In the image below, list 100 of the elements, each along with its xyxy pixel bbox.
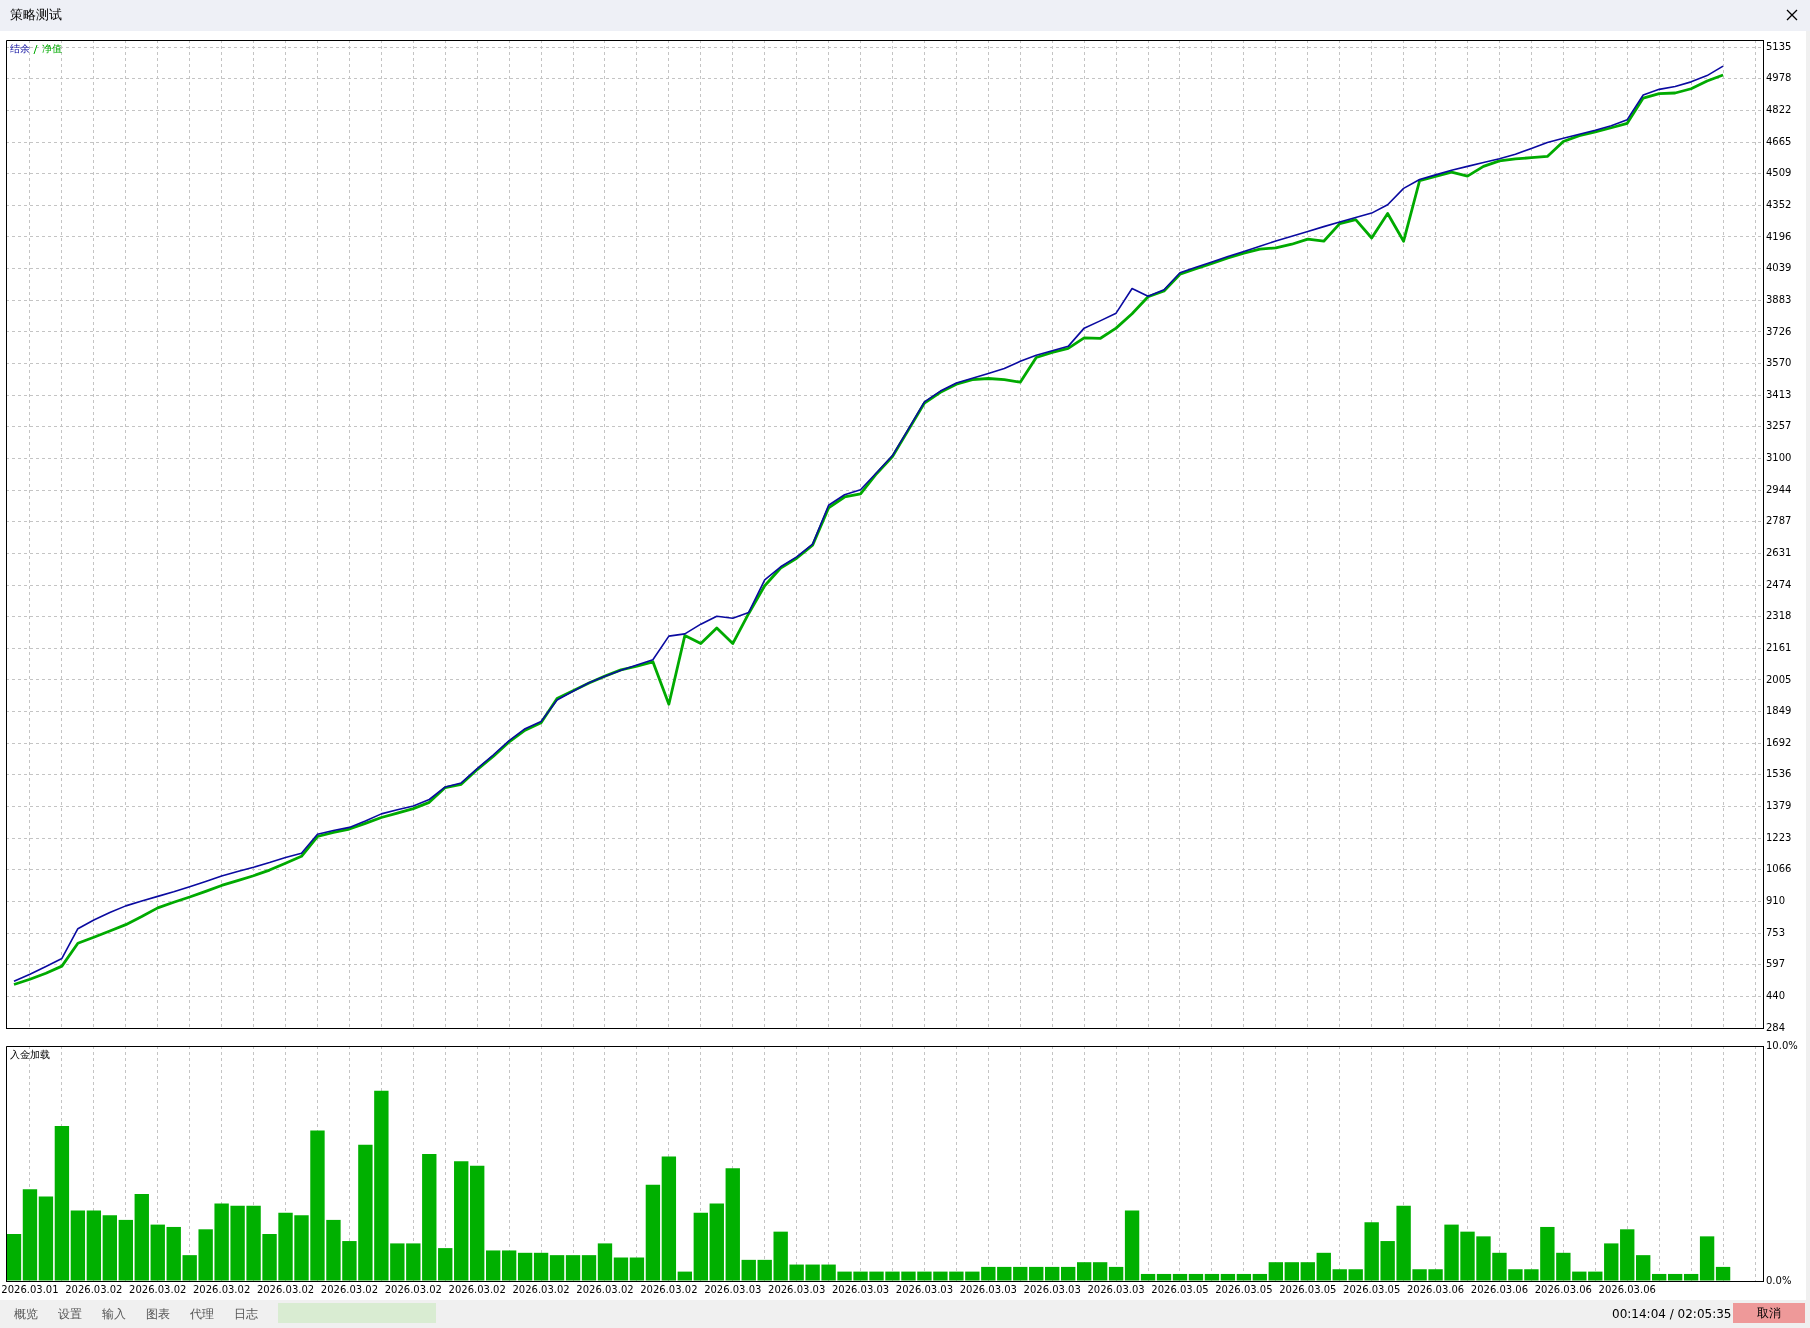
- bar: [1029, 1266, 1044, 1281]
- y-tick-label: 4978: [1766, 72, 1792, 84]
- x-tick-label: 2026.03.03: [1023, 1283, 1081, 1295]
- text: 图表: [146, 1306, 170, 1323]
- bar: [549, 1255, 565, 1281]
- bar: [22, 1189, 38, 1281]
- y-tick-label: 0.0%: [1766, 1274, 1792, 1286]
- x-tick-label: 2026.03.02: [193, 1283, 251, 1295]
- x-tick-label: 2026.03.03: [831, 1283, 890, 1295]
- y-tick-label: 4509: [1766, 167, 1792, 179]
- bar: [597, 1243, 613, 1281]
- bar: [1252, 1273, 1268, 1281]
- bar: [709, 1203, 724, 1281]
- y-tick-label: 2944: [1766, 483, 1792, 495]
- x-tick-label: 2026.03.05: [1151, 1283, 1209, 1295]
- y-tick-label: 1536: [1766, 768, 1792, 780]
- y-tick-label: 1066: [1766, 863, 1792, 875]
- x-tick-label: 2026.03.02: [256, 1283, 315, 1295]
- x-tick-label: 2026.03.03: [959, 1283, 1017, 1295]
- bar: [1715, 1266, 1731, 1281]
- y-tick-label: 1692: [1766, 736, 1792, 748]
- x-tick-label: 2026.03.05: [1215, 1283, 1273, 1295]
- bar: [1268, 1262, 1284, 1281]
- chart-title: 策略测试: [10, 6, 62, 24]
- x-tick-label: 2026.03.02: [512, 1283, 570, 1295]
- y-tick-label: 3257: [1766, 420, 1792, 432]
- y-tick-label: 597: [1766, 958, 1786, 970]
- bar: [118, 1219, 133, 1281]
- y-tick-label: 2631: [1766, 547, 1792, 559]
- x-tick-label: 2026.03.03: [704, 1283, 762, 1295]
- y-tick-label: 440: [1766, 990, 1786, 1002]
- bar: [6, 1234, 22, 1281]
- y-tick-label: 4039: [1766, 262, 1792, 274]
- x-tick-label: 2026.03.05: [1343, 1283, 1401, 1295]
- y-tick-label: 2005: [1766, 673, 1792, 685]
- bar: [1316, 1252, 1331, 1281]
- text: 00:14:04 / 02:05:35: [1612, 1307, 1732, 1321]
- bar: [1220, 1273, 1236, 1281]
- bar: [485, 1250, 501, 1281]
- y-tick-label: 4822: [1766, 103, 1792, 115]
- bar: [1300, 1262, 1315, 1281]
- y-tick-label: 910: [1766, 895, 1786, 907]
- bar: [422, 1154, 437, 1281]
- bar: [1667, 1273, 1683, 1281]
- bar: [693, 1212, 708, 1281]
- bar: [150, 1224, 165, 1281]
- bar: [741, 1259, 756, 1281]
- bar: [1124, 1210, 1140, 1281]
- chart-title: 入金加载: [10, 1048, 50, 1060]
- bar: [501, 1250, 517, 1281]
- bar: [1172, 1273, 1188, 1281]
- bar: [1651, 1273, 1667, 1281]
- bar: [1683, 1273, 1699, 1281]
- y-tick-label: 4352: [1766, 199, 1792, 210]
- y-tick-label: 10.0%: [1766, 1039, 1798, 1051]
- bar: [102, 1215, 118, 1281]
- x-tick-label: 2026.03.06: [1598, 1283, 1656, 1295]
- y-tick-label: 2787: [1766, 515, 1792, 527]
- y-tick-label: 4196: [1766, 230, 1792, 242]
- y-tick-label: 3726: [1766, 325, 1792, 337]
- bar: [1620, 1229, 1635, 1281]
- x-tick-label: 2026.03.02: [129, 1283, 187, 1295]
- text: 结余: [10, 42, 30, 54]
- y-tick-label: 3100: [1766, 452, 1792, 464]
- text: 输入: [102, 1306, 126, 1323]
- bar: [581, 1255, 597, 1281]
- bar: [1204, 1273, 1220, 1281]
- bar: [470, 1165, 485, 1281]
- text: 代理: [190, 1306, 214, 1323]
- y-tick-label: 4665: [1766, 135, 1792, 147]
- y-tick-label: 2318: [1766, 610, 1792, 622]
- bar: [661, 1156, 677, 1281]
- bar: [38, 1196, 54, 1281]
- bar: [613, 1257, 629, 1281]
- y-tick-label: 2161: [1766, 642, 1792, 654]
- bar: [1332, 1269, 1347, 1281]
- bar: [1076, 1262, 1092, 1281]
- bar: [1188, 1273, 1204, 1281]
- bar: [1108, 1266, 1124, 1281]
- bar: [54, 1125, 70, 1281]
- y-tick-label: 3413: [1766, 388, 1792, 400]
- x-tick-label: 2026.03.03: [1087, 1283, 1145, 1295]
- bar: [629, 1257, 645, 1281]
- bar: [533, 1252, 549, 1281]
- y-tick-label: 2474: [1766, 578, 1792, 590]
- x-tick-label: 2026.03.03: [895, 1283, 954, 1295]
- x-tick-label: 2026.03.03: [768, 1283, 826, 1295]
- x-tick-label: 2026.03.06: [1406, 1283, 1465, 1295]
- y-tick-label: 284: [1766, 1021, 1786, 1033]
- x-tick-label: 2026.03.06: [1534, 1283, 1592, 1295]
- y-tick-label: 1379: [1766, 800, 1792, 812]
- bar: [134, 1194, 149, 1281]
- x-tick-label: 2026.03.02: [65, 1283, 123, 1295]
- text: 设置: [58, 1306, 82, 1323]
- bar: [70, 1210, 86, 1281]
- bar: [1699, 1236, 1715, 1281]
- x-tick-label: 2026.03.05: [1279, 1283, 1337, 1295]
- x-tick-label: 2026.03.02: [384, 1283, 442, 1295]
- bar: [1236, 1273, 1252, 1281]
- y-tick-label: 3570: [1766, 357, 1792, 369]
